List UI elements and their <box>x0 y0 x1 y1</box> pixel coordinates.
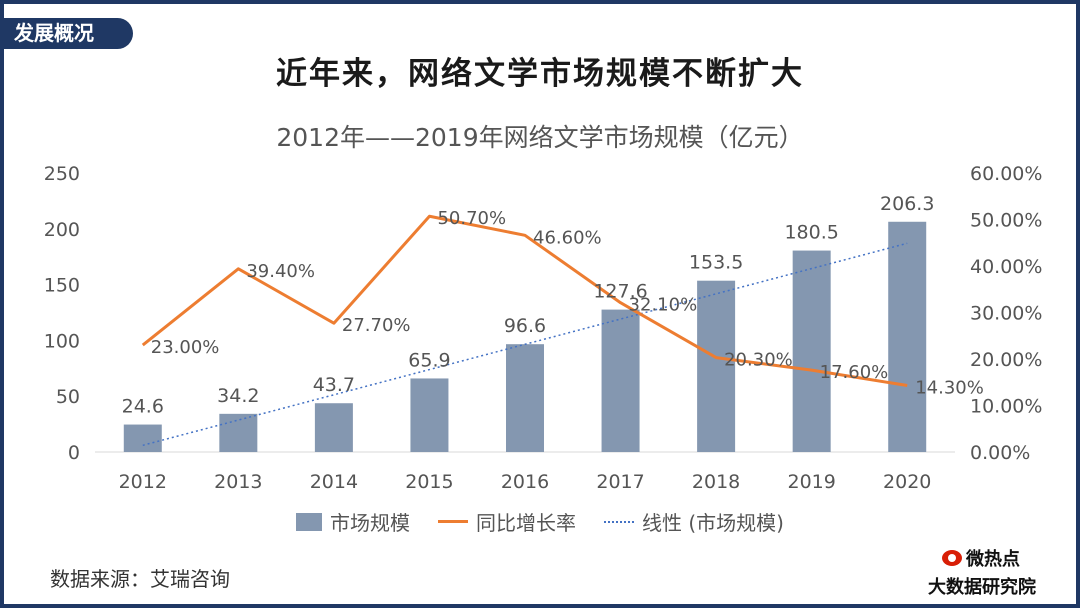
legend-item-bar: 市场规模 <box>296 507 410 536</box>
x-tick: 2012 <box>119 471 167 493</box>
section-tag: 发展概况 <box>0 18 133 49</box>
growth-value-label: 50.70% <box>437 208 506 229</box>
y-left-tick: 0 <box>68 442 80 464</box>
growth-value-label: 23.00% <box>151 337 220 358</box>
legend-bar-label: 市场规模 <box>330 511 411 535</box>
growth-value-label: 46.60% <box>533 227 602 248</box>
bar <box>792 250 831 452</box>
y-left-tick: 250 <box>44 163 80 185</box>
trend-line <box>142 242 908 447</box>
bar <box>123 424 162 452</box>
x-tick: 2016 <box>501 471 549 493</box>
chart-legend: 市场规模 同比增长率 线性 (市场规模) <box>0 507 1080 536</box>
bar-value-label: 65.9 <box>408 349 450 371</box>
y-left-tick: 100 <box>44 330 80 352</box>
y-left-tick: 200 <box>44 219 80 241</box>
y-right-tick: 60.00% <box>970 163 1042 185</box>
growth-value-label: 14.30% <box>915 378 984 399</box>
x-tick: 2017 <box>596 471 644 493</box>
bar-value-label: 24.6 <box>122 396 164 418</box>
main-title: 近年来，网络文学市场规模不断扩大 <box>276 56 804 92</box>
brand-line1: 微热点 <box>966 549 1020 570</box>
y-right-tick: 30.00% <box>970 303 1042 325</box>
growth-value-label: 27.70% <box>342 315 411 336</box>
legend-trend-label: 线性 (市场规模) <box>642 511 784 535</box>
legend-trend-swatch <box>604 520 635 523</box>
growth-value-label: 32.10% <box>629 295 698 316</box>
legend-line-label: 同比增长率 <box>476 511 577 535</box>
bar-value-label: 34.2 <box>217 385 259 407</box>
legend-line-swatch <box>438 520 469 523</box>
growth-value-label: 20.30% <box>724 350 793 371</box>
bar <box>601 309 640 452</box>
legend-item-line: 同比增长率 <box>438 507 576 536</box>
bar-value-label: 153.5 <box>689 252 743 274</box>
bar-value-label: 206.3 <box>880 193 934 215</box>
bar <box>314 403 353 452</box>
y-right-tick: 0.00% <box>970 442 1030 464</box>
x-tick: 2013 <box>214 471 262 493</box>
x-tick: 2019 <box>787 471 835 493</box>
legend-item-trend: 线性 (市场规模) <box>604 507 784 536</box>
x-tick: 2014 <box>310 471 358 493</box>
growth-value-label: 17.60% <box>820 362 889 383</box>
y-right-tick: 20.00% <box>970 349 1042 371</box>
bar <box>888 221 927 452</box>
weibo-eye-icon <box>942 550 962 566</box>
y-left-tick: 50 <box>56 386 80 408</box>
y-right-tick: 40.00% <box>970 256 1042 278</box>
bar-value-label: 43.7 <box>313 374 355 396</box>
x-tick: 2018 <box>692 471 740 493</box>
bar-value-label: 127.6 <box>593 281 647 303</box>
bar <box>506 344 544 452</box>
y-right-tick: 10.00% <box>970 396 1042 418</box>
growth-line <box>141 214 908 387</box>
brand-line2: 大数据研究院 <box>928 577 1036 598</box>
legend-bar-swatch <box>296 512 323 531</box>
growth-value-label: 39.40% <box>246 261 315 282</box>
bar <box>410 378 449 452</box>
bar-value-label: 96.6 <box>504 315 546 337</box>
bar <box>697 280 736 452</box>
data-source-note: 数据来源：艾瑞咨询 <box>50 567 230 591</box>
brand-logo: 微热点 大数据研究院 <box>920 545 1050 599</box>
x-tick: 2015 <box>405 471 453 493</box>
chart-title: 2012年——2019年网络文学市场规模（亿元） <box>276 123 804 152</box>
bar-value-label: 180.5 <box>784 222 838 244</box>
y-left-tick: 150 <box>44 275 80 297</box>
x-tick: 2020 <box>883 471 931 493</box>
bar <box>219 413 258 452</box>
y-right-tick: 50.00% <box>970 210 1042 232</box>
